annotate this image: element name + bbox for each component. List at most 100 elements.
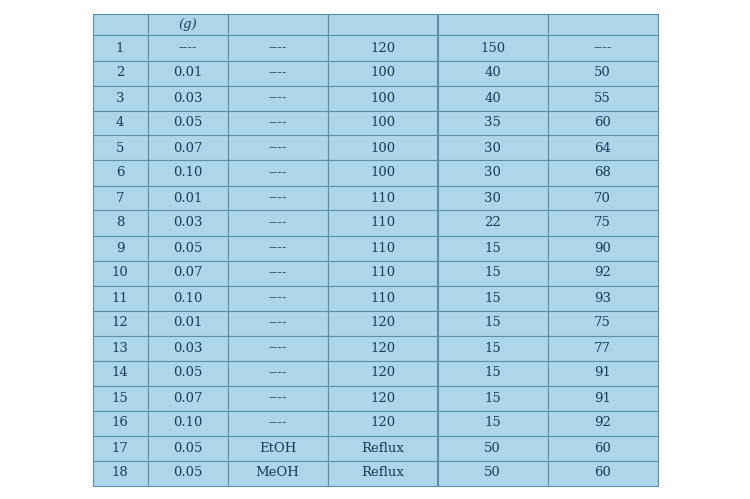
- FancyBboxPatch shape: [148, 285, 227, 310]
- Text: 50: 50: [484, 467, 501, 480]
- Text: 70: 70: [594, 192, 611, 205]
- FancyBboxPatch shape: [548, 335, 658, 360]
- Text: ----: ----: [268, 192, 286, 205]
- Text: 110: 110: [370, 217, 395, 230]
- FancyBboxPatch shape: [548, 461, 658, 486]
- Text: 100: 100: [370, 116, 395, 130]
- FancyBboxPatch shape: [328, 211, 437, 236]
- Text: 120: 120: [370, 417, 395, 430]
- Text: 92: 92: [594, 417, 611, 430]
- FancyBboxPatch shape: [148, 13, 227, 35]
- Text: 55: 55: [594, 91, 610, 104]
- FancyBboxPatch shape: [92, 186, 148, 211]
- FancyBboxPatch shape: [227, 13, 328, 35]
- FancyBboxPatch shape: [92, 285, 148, 310]
- FancyBboxPatch shape: [328, 35, 437, 60]
- FancyBboxPatch shape: [328, 335, 437, 360]
- FancyBboxPatch shape: [92, 461, 148, 486]
- FancyBboxPatch shape: [548, 310, 658, 335]
- FancyBboxPatch shape: [437, 285, 548, 310]
- FancyBboxPatch shape: [148, 335, 227, 360]
- FancyBboxPatch shape: [328, 386, 437, 411]
- FancyBboxPatch shape: [148, 60, 227, 85]
- FancyBboxPatch shape: [328, 13, 437, 35]
- FancyBboxPatch shape: [328, 411, 437, 436]
- Text: 22: 22: [484, 217, 501, 230]
- Text: ----: ----: [268, 142, 286, 155]
- FancyBboxPatch shape: [548, 13, 658, 35]
- FancyBboxPatch shape: [92, 85, 148, 110]
- FancyBboxPatch shape: [548, 386, 658, 411]
- Text: 0.10: 0.10: [172, 291, 202, 304]
- FancyBboxPatch shape: [548, 211, 658, 236]
- Text: ----: ----: [268, 41, 286, 54]
- FancyBboxPatch shape: [92, 161, 148, 186]
- FancyBboxPatch shape: [548, 85, 658, 110]
- FancyBboxPatch shape: [437, 60, 548, 85]
- Text: ----: ----: [268, 91, 286, 104]
- FancyBboxPatch shape: [328, 136, 437, 161]
- FancyBboxPatch shape: [548, 260, 658, 285]
- Text: 110: 110: [370, 192, 395, 205]
- FancyBboxPatch shape: [227, 310, 328, 335]
- FancyBboxPatch shape: [227, 236, 328, 260]
- FancyBboxPatch shape: [437, 110, 548, 136]
- FancyBboxPatch shape: [548, 186, 658, 211]
- Text: 60: 60: [594, 442, 611, 455]
- FancyBboxPatch shape: [227, 186, 328, 211]
- Text: 150: 150: [480, 41, 505, 54]
- FancyBboxPatch shape: [328, 461, 437, 486]
- Text: 77: 77: [594, 341, 611, 354]
- Text: 110: 110: [370, 242, 395, 254]
- Text: 120: 120: [370, 392, 395, 405]
- Text: 1: 1: [116, 41, 124, 54]
- FancyBboxPatch shape: [437, 411, 548, 436]
- FancyBboxPatch shape: [148, 360, 227, 386]
- FancyBboxPatch shape: [92, 136, 148, 161]
- Text: 0.05: 0.05: [172, 366, 202, 380]
- Text: 15: 15: [484, 242, 501, 254]
- FancyBboxPatch shape: [148, 310, 227, 335]
- Text: 120: 120: [370, 366, 395, 380]
- Text: 100: 100: [370, 142, 395, 155]
- Text: 10: 10: [112, 266, 128, 279]
- Text: Reflux: Reflux: [361, 442, 404, 455]
- FancyBboxPatch shape: [437, 161, 548, 186]
- FancyBboxPatch shape: [148, 85, 227, 110]
- Text: (g): (g): [178, 18, 196, 31]
- FancyBboxPatch shape: [437, 236, 548, 260]
- Text: 0.03: 0.03: [172, 91, 202, 104]
- FancyBboxPatch shape: [92, 260, 148, 285]
- Text: 3: 3: [116, 91, 124, 104]
- Text: 0.05: 0.05: [172, 442, 202, 455]
- Text: 50: 50: [594, 66, 610, 79]
- FancyBboxPatch shape: [328, 310, 437, 335]
- FancyBboxPatch shape: [148, 436, 227, 461]
- FancyBboxPatch shape: [148, 411, 227, 436]
- Text: 0.01: 0.01: [172, 192, 202, 205]
- Text: ----: ----: [268, 366, 286, 380]
- FancyBboxPatch shape: [227, 461, 328, 486]
- FancyBboxPatch shape: [437, 335, 548, 360]
- Text: ----: ----: [178, 41, 196, 54]
- FancyBboxPatch shape: [148, 211, 227, 236]
- FancyBboxPatch shape: [437, 211, 548, 236]
- Text: 120: 120: [370, 316, 395, 329]
- Text: ----: ----: [268, 242, 286, 254]
- Text: 50: 50: [484, 442, 501, 455]
- FancyBboxPatch shape: [92, 310, 148, 335]
- FancyBboxPatch shape: [548, 60, 658, 85]
- FancyBboxPatch shape: [437, 35, 548, 60]
- FancyBboxPatch shape: [548, 236, 658, 260]
- Text: 110: 110: [370, 291, 395, 304]
- Text: 75: 75: [594, 217, 611, 230]
- FancyBboxPatch shape: [548, 360, 658, 386]
- Text: 9: 9: [116, 242, 124, 254]
- FancyBboxPatch shape: [148, 110, 227, 136]
- Text: 0.01: 0.01: [172, 316, 202, 329]
- FancyBboxPatch shape: [227, 411, 328, 436]
- Text: 15: 15: [484, 392, 501, 405]
- FancyBboxPatch shape: [437, 310, 548, 335]
- FancyBboxPatch shape: [92, 411, 148, 436]
- FancyBboxPatch shape: [92, 386, 148, 411]
